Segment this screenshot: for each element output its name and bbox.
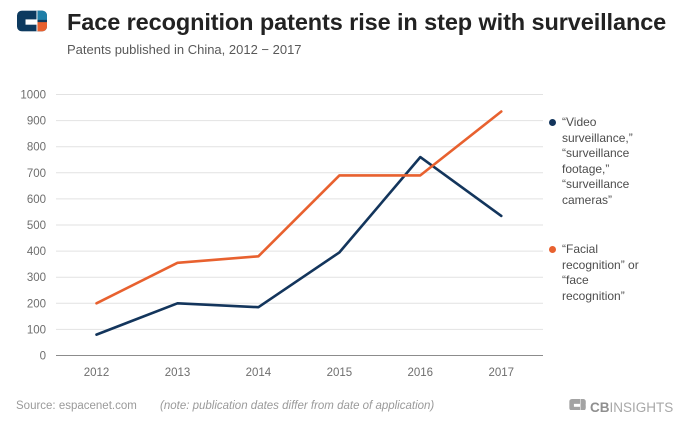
- svg-text:2014: 2014: [246, 367, 272, 379]
- svg-text:1000: 1000: [20, 90, 46, 102]
- svg-text:700: 700: [27, 168, 46, 180]
- svg-text:100: 100: [27, 324, 46, 336]
- svg-text:300: 300: [27, 272, 46, 284]
- svg-text:0: 0: [40, 351, 46, 363]
- svg-text:900: 900: [27, 116, 46, 128]
- svg-text:2017: 2017: [489, 367, 515, 379]
- svg-text:2013: 2013: [165, 367, 191, 379]
- svg-text:400: 400: [27, 246, 46, 258]
- svg-text:800: 800: [27, 142, 46, 154]
- svg-text:500: 500: [27, 220, 46, 232]
- svg-text:2015: 2015: [327, 367, 353, 379]
- svg-text:600: 600: [27, 194, 46, 206]
- svg-text:2012: 2012: [84, 367, 110, 379]
- svg-text:2016: 2016: [408, 367, 434, 379]
- svg-text:200: 200: [27, 298, 46, 310]
